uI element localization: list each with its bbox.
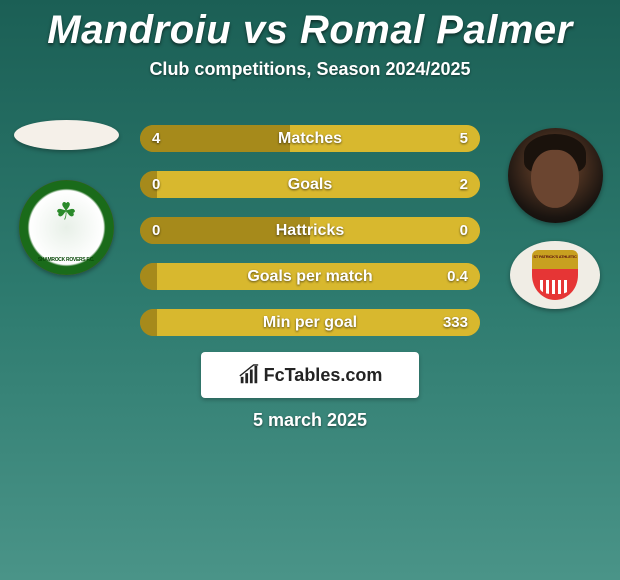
left-player-photo-placeholder (14, 120, 119, 150)
stat-label: Hattricks (140, 217, 480, 244)
branding-box: FcTables.com (201, 352, 419, 398)
stpats-stripes (540, 280, 570, 294)
right-club-name: ST PATRICK'S ATHLETIC (532, 254, 578, 259)
stat-row: 00Hattricks (140, 217, 480, 244)
stat-bars-container: 45Matches 02Goals 00Hattricks 0.4Goals per … (140, 125, 480, 355)
stat-row: 0.4Goals per match (140, 263, 480, 290)
bar-chart-icon (238, 364, 260, 386)
right-player-photo (508, 128, 603, 223)
shamrock-icon: ☘ (55, 198, 77, 227)
right-club-badge: ST PATRICK'S ATHLETIC (510, 241, 600, 309)
branding-text: FcTables.com (264, 365, 383, 386)
stat-label: Goals per match (140, 263, 480, 290)
date-line: 5 march 2025 (0, 410, 620, 431)
stat-label: Goals (140, 171, 480, 198)
stat-row: 333Min per goal (140, 309, 480, 336)
stat-row: 02Goals (140, 171, 480, 198)
right-player-column: ST PATRICK'S ATHLETIC (500, 128, 610, 309)
page-title: Mandroiu vs Romal Palmer (0, 8, 620, 53)
stat-row: 45Matches (140, 125, 480, 152)
left-club-name: SHAMROCK ROVERS F.C. (19, 257, 114, 263)
stpats-shield: ST PATRICK'S ATHLETIC (532, 250, 578, 300)
page-subtitle: Club competitions, Season 2024/2025 (0, 59, 620, 80)
stat-label: Matches (140, 125, 480, 152)
left-club-badge: ☘ SHAMROCK ROVERS F.C. (19, 180, 114, 275)
comparison-infographic: Mandroiu vs Romal Palmer Club competitio… (0, 0, 620, 580)
player-face-shape (531, 149, 579, 207)
left-player-column: ☘ SHAMROCK ROVERS F.C. (6, 120, 126, 275)
stat-label: Min per goal (140, 309, 480, 336)
